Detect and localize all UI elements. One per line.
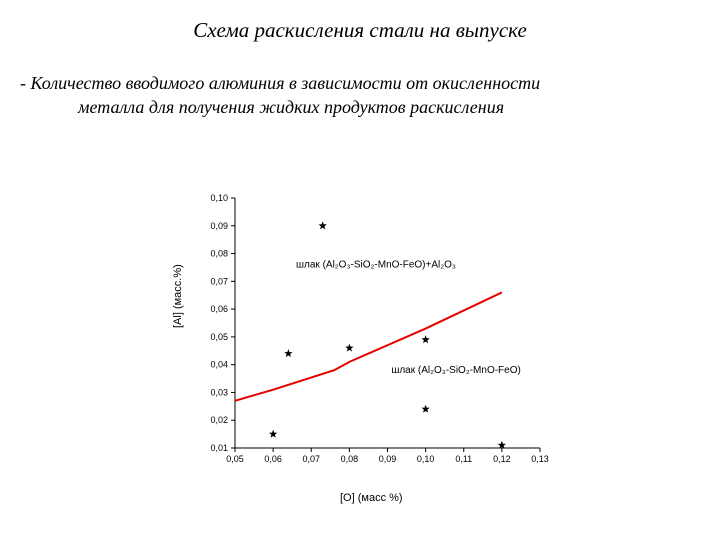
svg-text:0,03: 0,03 xyxy=(210,387,228,397)
page-subtitle: - Количество вводимого алюминия в зависи… xyxy=(20,71,700,120)
svg-text:0,02: 0,02 xyxy=(210,415,228,425)
chart-svg: 0,01 0,02 0,03 0,04 0,05 0,06 0,07 0,08 0,09 0,10… xyxy=(180,188,560,478)
y-axis-label: [Al] (масс.%) xyxy=(172,264,184,328)
svg-text:0,07: 0,07 xyxy=(210,276,228,286)
svg-text:0,05: 0,05 xyxy=(226,454,244,464)
svg-text:шлак (Al₂O₃-SiO₂-MnO-FeO): шлак (Al₂O₃-SiO₂-MnO-FeO) xyxy=(391,365,521,376)
page-title: Схема раскисления стали на выпуске xyxy=(0,18,720,43)
svg-text:0,01: 0,01 xyxy=(210,443,228,453)
svg-text:0,10: 0,10 xyxy=(210,193,228,203)
svg-text:0,07: 0,07 xyxy=(302,454,320,464)
svg-text:0,08: 0,08 xyxy=(341,454,359,464)
svg-text:0,12: 0,12 xyxy=(493,454,511,464)
subtitle-line-1: - Количество вводимого алюминия в зависи… xyxy=(20,73,540,93)
chart-container: [Al] (масс.%) 0,010,020,030,040,050,060,… xyxy=(180,188,560,498)
svg-text:0,06: 0,06 xyxy=(210,304,228,314)
svg-text:0,08: 0,08 xyxy=(210,249,228,259)
x-axis-label: [O] (масс %) xyxy=(340,492,403,504)
subtitle-line-2: металла для получения жидких продуктов р… xyxy=(78,95,504,119)
svg-text:0,04: 0,04 xyxy=(210,360,228,370)
svg-text:0,09: 0,09 xyxy=(379,454,397,464)
svg-text:0,13: 0,13 xyxy=(531,454,549,464)
svg-text:0,09: 0,09 xyxy=(210,221,228,231)
svg-text:шлак (Al₂O₃-SiO₂-MnO-FeO)+Al₂O: шлак (Al₂O₃-SiO₂-MnO-FeO)+Al₂O₃ xyxy=(296,259,456,270)
svg-text:0,11: 0,11 xyxy=(455,454,472,464)
svg-text:0,05: 0,05 xyxy=(210,332,228,342)
svg-text:0,06: 0,06 xyxy=(264,454,282,464)
svg-text:0,10: 0,10 xyxy=(417,454,435,464)
